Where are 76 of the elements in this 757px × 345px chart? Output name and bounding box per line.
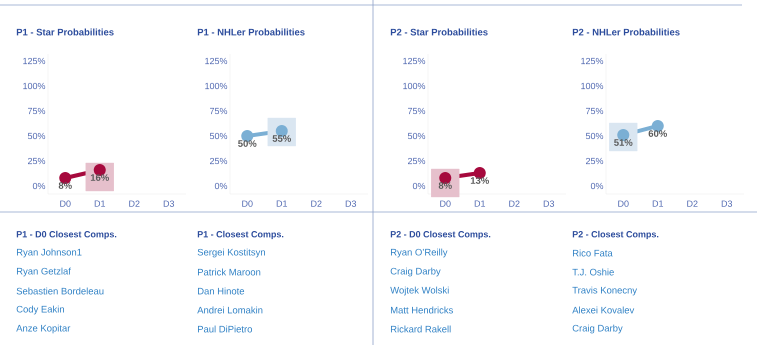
text: P1 - D0 Closest Comps. [16,230,116,240]
data-label: 8% [438,182,452,189]
y-tick-label: 50% [408,132,426,140]
text: Alexei Kovalev [572,306,634,314]
data-label: 16% [90,174,109,181]
text: Ryan Johnson1 [16,248,82,258]
chart-title: P2 - NHLer Probabilities [572,28,680,36]
y-tick-label: 0% [412,182,426,190]
chart-title: P2 - Star Probabilities [390,28,488,36]
y-tick-label: 0% [214,182,228,190]
y-tick-label: 100% [23,82,46,90]
text: Travis Konecny [572,286,638,296]
x-tick-label: D1 [276,200,288,207]
x-tick-label: D3 [544,200,554,207]
y-tick-label: 25% [586,158,604,164]
x-tick-label: D1 [94,200,106,207]
text: Paul DiPietro [198,326,252,332]
text: Matt Hendricks [390,306,453,314]
text: P1 - Closest Comps. [198,230,284,240]
chart-title: P1 - Star Probabilities [16,28,114,36]
text: Rico Fata [572,250,613,256]
text: Dan Hinote [198,288,244,294]
y-tick-label: 125% [581,58,604,64]
data-label: 55% [272,135,291,142]
text: Wojtek Wolski [390,286,449,296]
data-label: 51% [614,139,632,146]
y-tick-label: 50% [586,132,604,140]
x-tick-label: D0 [242,200,253,207]
y-tick-label: 75% [28,108,46,114]
text: P2 - Closest Comps. [572,230,658,240]
data-label: 13% [470,177,489,184]
x-tick-label: D3 [164,200,174,207]
y-tick-label: 0% [32,182,46,190]
y-tick-label: 125% [205,58,228,64]
text: Sergei Kostitsyn [198,248,265,258]
y-tick-label: 75% [586,108,604,114]
x-tick-label: D2 [509,200,520,207]
text: Craig Darby [572,324,623,334]
x-tick-label: D0 [618,200,629,207]
text: Andrei Lomakin [197,306,262,314]
x-tick-label: D0 [60,200,71,207]
x-tick-label: D2 [129,200,140,207]
x-tick-label: D1 [474,200,486,207]
chart-title: P1 - NHLer Probabilities [198,28,305,36]
y-tick-label: 0% [590,182,604,190]
text: Ryan Getzlaf [16,268,71,276]
x-tick-label: D2 [687,200,698,207]
y-tick-label: 100% [581,82,604,90]
x-tick-label: D3 [346,200,356,207]
text: Rickard Rakell [390,326,451,332]
y-tick-label: 25% [408,158,426,164]
data-label: 50% [238,140,256,147]
y-tick-label: 25% [210,158,228,164]
y-tick-label: 125% [403,58,426,64]
text: Ryan O’Reilly [390,248,448,258]
y-tick-label: 50% [28,132,46,140]
text: Anze Kopitar [16,324,70,334]
x-tick-label: D3 [722,200,732,207]
x-tick-label: D0 [440,200,451,207]
x-tick-label: D1 [652,200,664,207]
y-tick-label: 125% [23,58,46,64]
text: Sebastien Bordeleau [16,288,104,294]
text: Cody Eakin [16,306,64,314]
text: T.J. Oshie [572,268,614,276]
y-tick-label: 100% [403,82,426,90]
y-tick-label: 100% [205,82,228,90]
data-label: 60% [648,130,667,137]
y-tick-label: 75% [210,108,228,114]
y-tick-label: 50% [210,132,228,140]
y-tick-label: 75% [408,108,426,114]
text: Craig Darby [390,268,441,276]
text: Patrick Maroon [198,268,260,276]
text: P2 - D0 Closest Comps. [390,230,490,240]
data-label: 8% [58,182,72,189]
x-tick-label: D2 [311,200,322,207]
y-tick-label: 25% [28,158,46,164]
